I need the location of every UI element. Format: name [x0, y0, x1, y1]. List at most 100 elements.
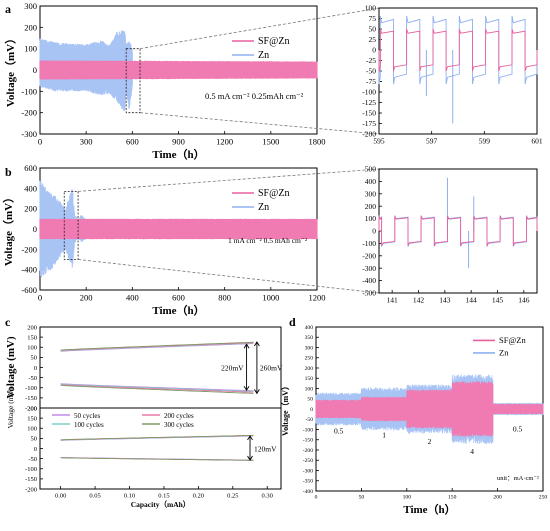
c-top-discharge-series — [60, 384, 254, 393]
b-zoom-xtick-label: 141 — [387, 296, 399, 305]
legend-label: Zn — [258, 202, 269, 213]
d-ytick-label: 150 — [305, 376, 314, 382]
panel-d-letter: d — [289, 315, 296, 329]
c-top-ytick-label: -200 — [25, 405, 37, 412]
a-main-ytick-label: -300 — [21, 129, 37, 139]
a-main-xtick-label: 1500 — [262, 137, 279, 147]
c-legend-label: 100 cycles — [74, 421, 104, 429]
a-zoom-ytick-label: -175 — [362, 119, 376, 128]
d-ylabel: Voltage（mV） — [280, 382, 290, 436]
panel-c-letter: c — [5, 315, 11, 329]
b-zoom-ytick-label: -400 — [362, 276, 376, 285]
legend-label: SF@Zn — [499, 335, 526, 345]
a-main-ytick-label: 200 — [24, 22, 37, 32]
a-zoom-ytick-label: 50 — [369, 25, 377, 34]
a-zoom-zn-series — [378, 15, 538, 85]
a-main-xtick-label: 1800 — [309, 137, 326, 147]
d-xtick-label: 200 — [493, 495, 502, 501]
legend-label: Zn — [499, 348, 509, 358]
b-main-ytick-label: 0 — [33, 224, 37, 234]
a-zoom-ytick-label: -50 — [366, 67, 376, 76]
c-bottom-ytick-label: 0 — [34, 446, 37, 453]
d-ytick-label: -350 — [303, 479, 313, 485]
c-ylabel: Voltage (mV) — [6, 387, 15, 428]
b-zoom-box — [63, 190, 79, 260]
d-ytick-label: 200 — [305, 366, 314, 372]
d-ytick-label: 400 — [305, 325, 314, 331]
a-main-ytick-label: 0 — [33, 65, 37, 75]
c-legend-label: 200 cycles — [164, 412, 194, 420]
a-zoom-ytick-label: -125 — [362, 98, 376, 107]
d-unit-label: unit：mA·cm⁻² — [497, 475, 539, 482]
a-zoom-ytick-label: 25 — [369, 35, 377, 44]
c-bottom-xlabel: Capacity（mAh） — [131, 499, 191, 509]
a-zoom-ytick-label: -150 — [362, 109, 376, 118]
b-zoom-xtick-label: 144 — [466, 296, 478, 305]
d-ytick-label: -50 — [306, 417, 314, 423]
b-main-ytick-label: 200 — [24, 204, 37, 214]
d-ytick-label: 100 — [305, 386, 314, 392]
b-main-ylabel: Voltage（mV） — [2, 192, 15, 266]
b-zoom-xtick-label: 145 — [492, 296, 504, 305]
d-xtick-label: 250 — [539, 495, 548, 501]
d-ytick-label: -250 — [303, 458, 313, 464]
a-main-xtick-label: 0 — [38, 137, 42, 147]
c-bottom-ytick-label: -50 — [28, 456, 37, 463]
a-main-ytick-label: -100 — [21, 86, 37, 96]
c-bottom-ytick-label: 100 — [27, 426, 37, 433]
c-top-ytick-label: 200 — [27, 324, 37, 331]
a-zoom-sf-series — [378, 28, 538, 72]
a-sf-series — [39, 60, 318, 80]
a-zoom-ytick-label: 0 — [372, 46, 376, 55]
a-main-ytick-label: -200 — [21, 108, 37, 118]
a-zoom-ytick-label: -200 — [362, 130, 376, 139]
c-legend-label: 300 cycles — [164, 421, 194, 429]
d-sf-series — [315, 381, 544, 437]
a-main-xtick-label: 900 — [172, 137, 185, 147]
b-main-xtick-label: 200 — [80, 293, 93, 303]
c-top-ytick-label: -150 — [25, 395, 37, 402]
a-zoom-xtick-label: 601 — [531, 137, 543, 146]
d-rate-label: 0.5 — [513, 424, 523, 433]
d-ytick-label: 50 — [307, 397, 313, 403]
a-condition-label: 0.5 mA cm⁻² 0.25mAh cm⁻² — [205, 91, 304, 101]
b-main-ytick-label: -600 — [21, 285, 37, 295]
a-main-xtick-label: 600 — [126, 137, 139, 147]
d-rate-label: 2 — [428, 437, 432, 446]
a-zoom-guide-bottom — [139, 112, 380, 135]
b-zoom-ytick-label: -300 — [362, 264, 376, 273]
c-top-ytick-label: 50 — [31, 355, 38, 362]
a-zoom-xtick-label: 597 — [426, 137, 438, 146]
b-main-ytick-label: 400 — [24, 183, 37, 193]
b-main-xlabel: Time（h） — [152, 304, 204, 317]
c-top-discharge-series — [60, 383, 254, 392]
a-zoom-frame — [378, 7, 538, 135]
a-main-ylabel: Voltage（mV） — [4, 33, 17, 107]
d-ytick-label: -300 — [303, 468, 313, 474]
c-arrow-220-heads — [243, 343, 250, 392]
b-zoom-ytick-label: 400 — [365, 177, 377, 186]
c-bottom-xtick-label: 0.00 — [55, 493, 66, 500]
c-bottom-discharge-series — [60, 457, 254, 461]
legend-label: Zn — [258, 50, 269, 61]
panel-b-letter: b — [5, 165, 12, 179]
d-xlabel: Time（h） — [403, 503, 455, 516]
c-bottom-xtick-label: 0.10 — [124, 493, 135, 500]
b-zoom-sf-series — [378, 216, 538, 246]
b-zoom-xtick-label: 142 — [413, 296, 425, 305]
b-sf-series — [39, 218, 318, 240]
c-bottom-xtick-label: 0.25 — [227, 493, 238, 500]
c-220-label: 220mV — [221, 364, 244, 373]
c-arrow-260-heads — [254, 341, 260, 395]
b-main-xtick-label: 400 — [126, 293, 139, 303]
c-bottom-xtick-label: 0.15 — [158, 493, 169, 500]
c-bottom-xtick-label: 0.30 — [262, 493, 273, 500]
c-top-charge-series — [60, 343, 254, 352]
b-main-xtick-label: 800 — [218, 293, 231, 303]
b-main-xtick-label: 600 — [172, 293, 185, 303]
b-zoom-ytick-label: -200 — [362, 251, 376, 260]
d-xtick-label: 100 — [403, 495, 412, 501]
b-main-xtick-label: 1200 — [309, 293, 326, 303]
d-xtick-label: 0 — [315, 495, 318, 501]
d-rate-label: 4 — [470, 447, 474, 456]
